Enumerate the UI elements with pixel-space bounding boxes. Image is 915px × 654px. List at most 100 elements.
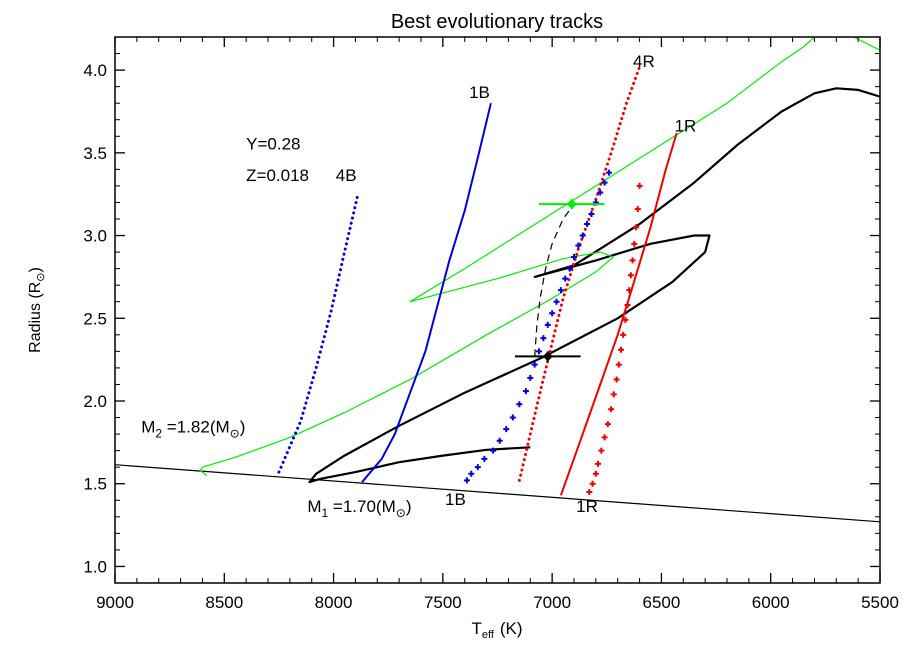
point-cross-blue: [562, 275, 569, 282]
point-cross-blue: [468, 470, 475, 477]
point-cross-red: [631, 240, 638, 247]
label-1B-top: 1B: [469, 83, 490, 102]
point-cross-red: [586, 489, 593, 495]
point-cross-blue: [553, 298, 560, 305]
y-tick-label: 1.5: [83, 475, 107, 494]
series-track-m2: [199, 37, 880, 476]
series-layer: [115, 37, 880, 523]
label-m2: M2 =1.82(M⊙): [141, 417, 245, 440]
x-axis-label-unit: (K): [500, 619, 523, 638]
series-dash-link: [534, 203, 575, 357]
observed-star-m1: [514, 351, 581, 362]
series-iso-1R: [559, 132, 678, 496]
point-cross-blue: [566, 265, 573, 272]
point-cross-red: [627, 272, 634, 279]
point-cross-blue: [531, 361, 538, 368]
x-tick-label: 9000: [96, 593, 134, 612]
point-cross-red: [620, 331, 627, 338]
label-4B: 4B: [336, 166, 357, 185]
point-cross-red: [613, 376, 620, 383]
point-cross-blue: [527, 374, 534, 381]
y-tick-label: 4.0: [83, 61, 107, 80]
point-cross-blue: [571, 254, 577, 261]
label-1R-bottom: 1R: [576, 497, 598, 516]
point-cross-blue: [544, 321, 551, 328]
point-cross-red: [589, 480, 596, 487]
axis-ticks: 9000 8500 8000 7500 7000 6500 6000 5500 1.0 1.5 2.…: [83, 36, 899, 612]
point-cross-blue: [540, 335, 547, 342]
x-tick-label: 7500: [424, 593, 462, 612]
point-cross-blue: [579, 232, 586, 239]
point-cross-blue: [597, 189, 604, 196]
x-tick-label: 6000: [752, 593, 790, 612]
point-cross-red: [617, 346, 624, 353]
series-track-m1: [308, 87, 880, 484]
point-cross-red: [615, 361, 622, 368]
y-tick-label: 2.5: [83, 309, 107, 328]
point-cross-red: [622, 316, 629, 323]
y-axis-label: Radius (R⊙): [27, 267, 47, 353]
y-axis-label-main: Radius (R: [27, 282, 44, 353]
x-tick-label: 8000: [315, 593, 353, 612]
point-cross-blue: [557, 287, 564, 294]
label-4R: 4R: [633, 52, 655, 71]
label-1B-bottom: 1B: [445, 490, 466, 509]
x-tick-label: 5500: [861, 593, 899, 612]
point-cross-red: [624, 302, 631, 309]
point-cross-red: [604, 421, 611, 428]
plot-frame: [114, 36, 881, 584]
label-m1: M1 =1.70(M⊙): [307, 497, 411, 520]
annotations-layer: Y=0.28 Z=0.018 4B 1B 4R 1R 1B 1R M2 =1.82(M⊙) M1 …: [141, 52, 696, 520]
x-tick-label: 6500: [643, 593, 681, 612]
point-cross-blue: [549, 310, 556, 317]
observed-star-m2: [539, 199, 605, 210]
point-cross-red: [634, 206, 641, 213]
diamond-star-m2: [566, 199, 577, 210]
point-cross-blue: [503, 426, 510, 433]
point-cross-blue: [474, 464, 481, 471]
point-cross-blue: [522, 388, 529, 395]
series-iso-4B: [277, 194, 360, 474]
x-tick-label: 7000: [533, 593, 571, 612]
chart-title: Best evolutionary tracks: [391, 11, 603, 33]
point-cross-red: [610, 391, 617, 398]
point-cross-red: [595, 460, 602, 467]
point-cross-blue: [575, 242, 582, 249]
point-cross-red: [633, 224, 640, 231]
point-cross-red: [629, 257, 636, 264]
label-1R-top: 1R: [675, 116, 697, 135]
series-iso-1B: [361, 102, 492, 483]
point-cross-red: [598, 447, 605, 454]
y-tick-label: 2.0: [83, 392, 107, 411]
point-cross-blue: [463, 477, 470, 484]
point-cross-blue: [584, 220, 591, 227]
y-tick-label: 1.0: [83, 557, 107, 576]
point-cross-red: [601, 434, 608, 441]
point-cross-blue: [588, 211, 595, 218]
series-cross-red: [586, 182, 643, 495]
label-Z: Z=0.018: [246, 166, 309, 185]
point-cross-blue: [496, 437, 503, 444]
marks-layer: [463, 169, 643, 495]
y-tick-label: 3.0: [83, 227, 107, 246]
x-tick-label: 8500: [205, 593, 243, 612]
point-cross-red: [608, 406, 615, 413]
point-cross-blue: [536, 348, 543, 355]
series-cross-blue: [463, 169, 612, 484]
x-axis-label-sub: eff: [482, 629, 495, 641]
point-cross-blue: [509, 414, 516, 421]
series-iso-4R: [517, 65, 642, 482]
y-tick-label: 3.5: [83, 144, 107, 163]
point-cross-red: [626, 287, 633, 294]
point-cross-blue: [605, 169, 612, 176]
point-cross-blue: [490, 447, 497, 454]
point-cross-blue: [601, 179, 608, 186]
x-axis-label-main: T: [471, 619, 481, 638]
y-axis-label-sun: ⊙: [35, 272, 47, 281]
series-zams-line: [115, 464, 880, 523]
x-axis-label: Teff (K): [471, 619, 522, 641]
point-cross-red: [636, 182, 643, 189]
label-Y: Y=0.28: [246, 135, 300, 154]
